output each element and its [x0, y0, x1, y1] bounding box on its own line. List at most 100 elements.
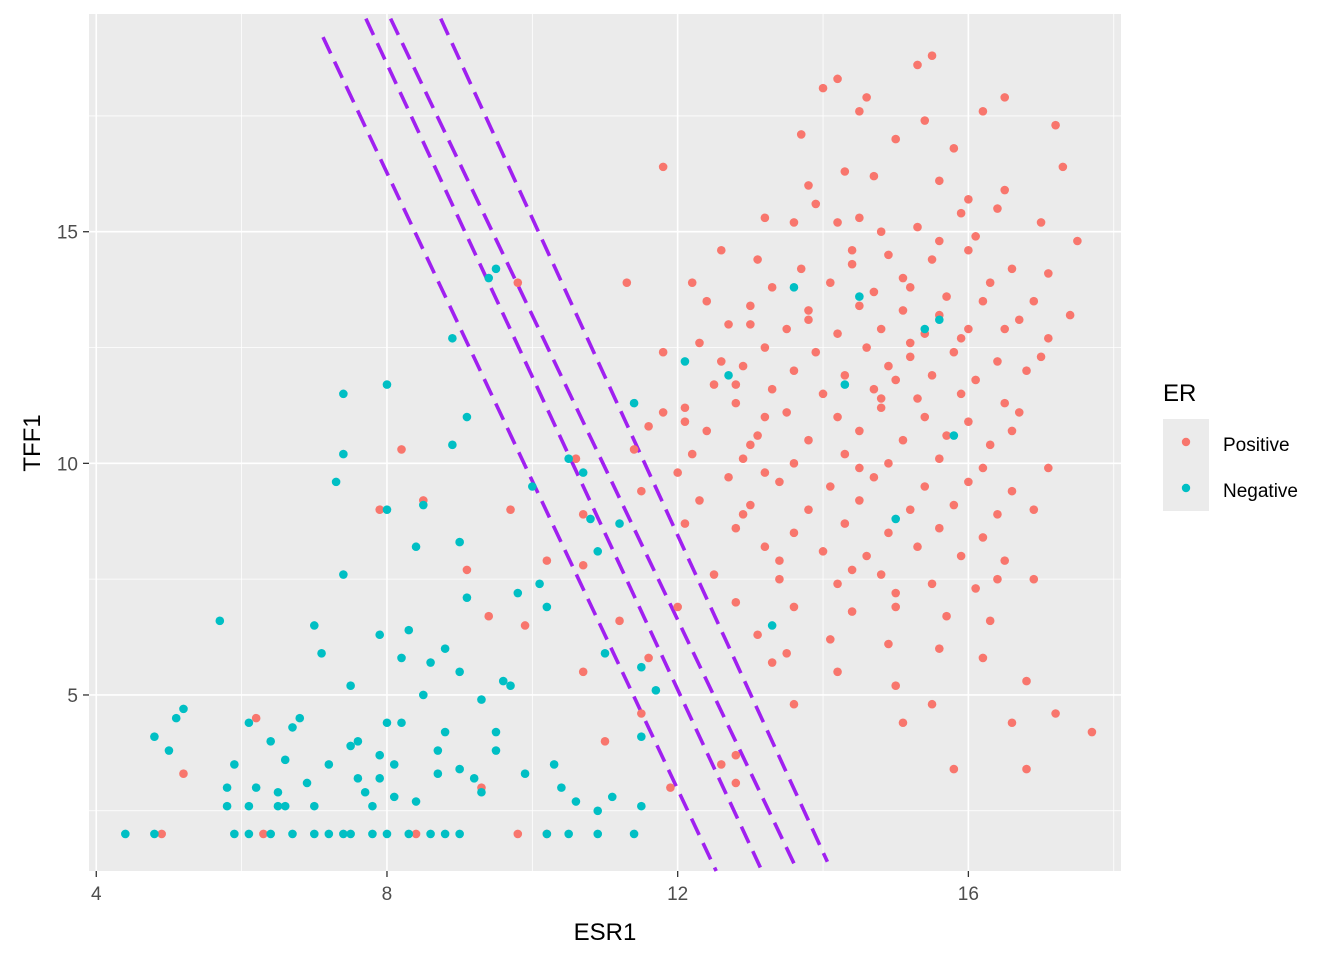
point-negative [680, 357, 690, 366]
point-positive [956, 551, 966, 561]
point-negative [230, 829, 239, 839]
point-positive [993, 510, 1002, 519]
point-positive [985, 440, 995, 450]
point-negative [382, 380, 392, 389]
point-positive [760, 542, 770, 552]
point-positive [804, 181, 813, 190]
point-positive [840, 449, 850, 459]
point-positive [920, 412, 930, 422]
point-positive [746, 440, 755, 450]
point-positive [847, 259, 857, 269]
point-positive [760, 343, 770, 352]
point-positive [804, 315, 813, 325]
point-positive [913, 394, 922, 403]
point-positive [746, 320, 755, 329]
point-positive [724, 472, 733, 482]
point-negative [455, 764, 464, 774]
point-positive [680, 519, 690, 528]
point-negative [455, 537, 464, 547]
point-positive [796, 264, 806, 274]
point-positive [1000, 93, 1010, 102]
point-negative [724, 371, 733, 380]
point-negative [528, 482, 537, 491]
point-positive [993, 204, 1002, 213]
point-negative [637, 732, 646, 741]
point-positive [913, 222, 922, 232]
point-positive [898, 273, 908, 283]
point-positive [942, 611, 951, 621]
point-positive [731, 398, 741, 408]
point-negative [949, 431, 959, 440]
point-positive [687, 449, 697, 459]
point-positive [876, 394, 886, 403]
point-negative [469, 774, 479, 783]
point-positive [935, 644, 944, 653]
point-positive [927, 699, 937, 709]
point-positive [891, 602, 901, 612]
point-positive [876, 570, 886, 579]
point-negative [419, 690, 428, 700]
point-positive [855, 106, 864, 116]
point-negative [368, 801, 377, 811]
point-negative [920, 324, 930, 334]
point-positive [884, 528, 893, 538]
y-tick-label: 15 [57, 223, 78, 244]
point-positive [513, 829, 523, 839]
point-positive [767, 658, 777, 667]
point-positive [964, 324, 973, 334]
point-positive [789, 459, 799, 468]
point-positive [978, 463, 988, 473]
point-positive [1087, 727, 1097, 737]
point-positive [724, 320, 733, 329]
point-positive [855, 213, 864, 223]
legend-label-negative: Negative [1223, 481, 1298, 502]
point-positive [775, 477, 784, 487]
point-positive [978, 533, 988, 542]
point-positive [157, 829, 166, 839]
point-negative [564, 829, 573, 839]
point-negative [542, 829, 552, 839]
point-positive [804, 435, 813, 445]
point-positive [1044, 463, 1053, 473]
point-negative [317, 648, 326, 658]
point-positive [1044, 333, 1053, 343]
point-positive [738, 510, 748, 519]
point-positive [811, 347, 821, 357]
point-positive [738, 454, 748, 464]
point-negative [571, 797, 581, 806]
point-negative [397, 653, 406, 663]
point-positive [920, 116, 930, 125]
point-positive [964, 417, 973, 426]
point-positive [775, 556, 784, 565]
point-positive [993, 574, 1002, 584]
boundary-line [439, 17, 830, 863]
point-negative [360, 787, 370, 797]
point-negative [789, 283, 799, 292]
point-negative [164, 746, 174, 755]
point-positive [484, 611, 494, 621]
point-positive [716, 357, 726, 366]
point-positive [855, 496, 864, 505]
point-negative [855, 292, 864, 301]
point-negative [346, 741, 355, 751]
point-positive [1029, 505, 1039, 514]
legend: ER Positive Negative [1163, 380, 1298, 511]
point-positive [978, 653, 988, 663]
point-positive [898, 306, 908, 315]
point-positive [833, 329, 842, 338]
point-negative [498, 676, 508, 686]
point-positive [1022, 764, 1031, 774]
point-negative [309, 621, 319, 630]
point-negative [448, 333, 457, 343]
point-negative [491, 727, 501, 737]
point-negative [440, 644, 450, 653]
point-positive [1007, 486, 1017, 496]
point-positive [804, 505, 813, 514]
point-negative [324, 760, 334, 769]
boundary-line [321, 36, 718, 872]
point-positive [753, 431, 762, 440]
point-positive [927, 51, 937, 60]
point-positive [935, 454, 944, 464]
x-axis-title: ESR1 [574, 919, 637, 946]
